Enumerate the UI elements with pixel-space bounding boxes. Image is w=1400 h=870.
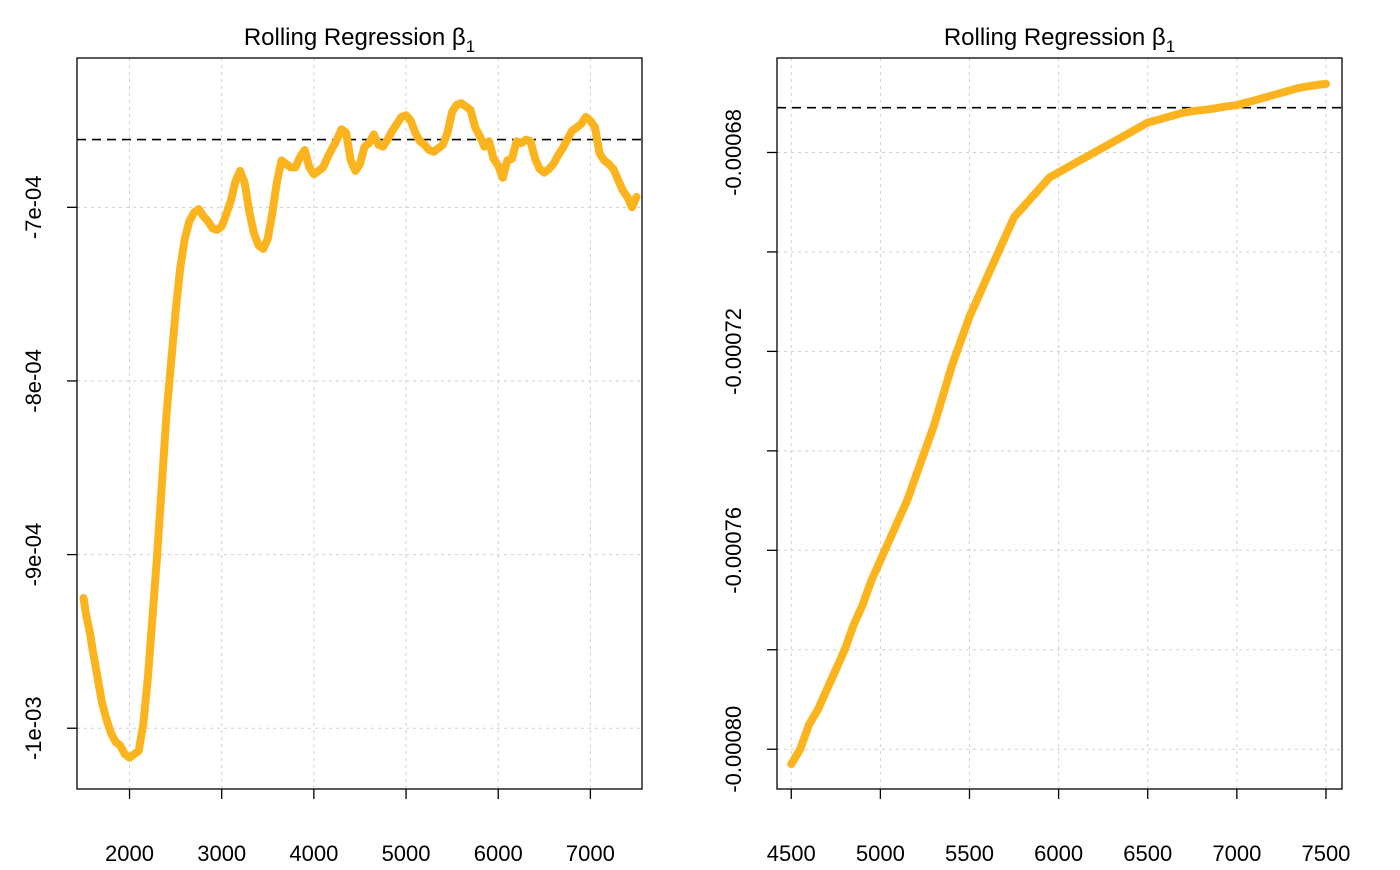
- plot-frame: [776, 57, 1343, 790]
- x-tick-label: 7000: [1212, 841, 1261, 865]
- x-tick-label: 4500: [767, 841, 816, 865]
- y-tick-label: -0.00068: [721, 109, 746, 196]
- plot-frame: [76, 57, 643, 790]
- y-tick-label: -1e-03: [21, 696, 46, 760]
- chart-title-text: Rolling Regression β: [244, 24, 466, 51]
- series-line: [79, 99, 641, 762]
- y-tick-label: -8e-04: [21, 349, 46, 413]
- x-tick-label: 5500: [945, 841, 994, 865]
- x-tick-label: 6500: [1123, 841, 1172, 865]
- x-tick-label: 5000: [856, 841, 905, 865]
- x-tick-label: 4000: [289, 841, 338, 865]
- chart-title-subscript: 1: [1166, 37, 1175, 56]
- y-tick-label: -0.00072: [721, 308, 746, 395]
- x-tick-label: 6000: [474, 841, 523, 865]
- chart-title-text: Rolling Regression β: [944, 24, 1166, 51]
- y-tick-label: -7e-04: [21, 176, 46, 240]
- x-tick-label: 7500: [1301, 841, 1350, 865]
- y-tick-label: -9e-04: [21, 523, 46, 587]
- chart-title-subscript: 1: [466, 37, 475, 56]
- x-tick-label: 6000: [1034, 841, 1083, 865]
- right-chart-panel: 4500 5000 5500 6000 6500 7000 7500 -0.00068 -0.0…: [721, 24, 1350, 866]
- y-tick-label: -0.00076: [721, 507, 746, 594]
- series-line: [787, 79, 1330, 769]
- chart-title: Rolling Regression β1: [944, 24, 1175, 56]
- chart-title: Rolling Regression β1: [244, 24, 475, 56]
- x-tick-label: 2000: [105, 841, 154, 865]
- y-tick-label: -0.00080: [721, 706, 746, 793]
- x-tick-label: 7000: [566, 841, 615, 865]
- x-tick-label: 5000: [382, 841, 431, 865]
- x-tick-label: 3000: [197, 841, 246, 865]
- left-chart-panel: 2000 3000 4000 5000 6000 7000 -7e-04 -8e-04 -9e-…: [21, 24, 643, 866]
